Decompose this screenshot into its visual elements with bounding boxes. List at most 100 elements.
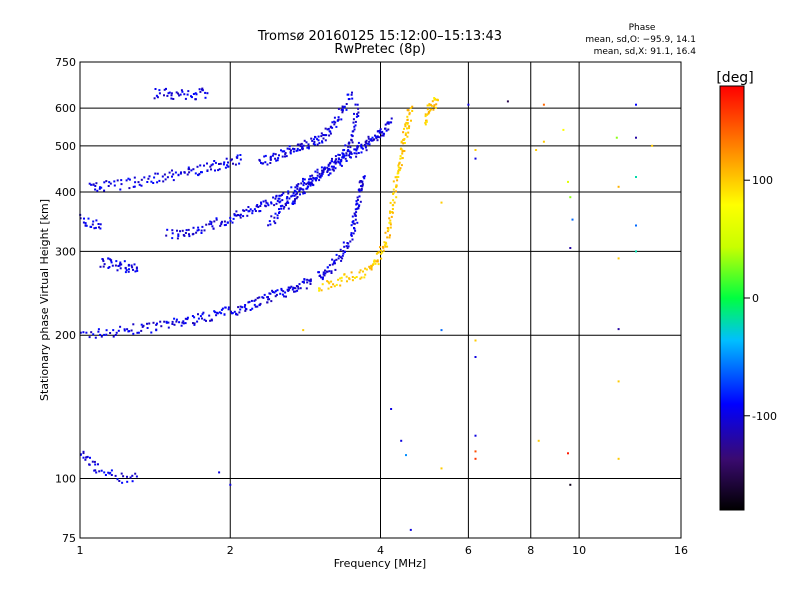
echo-point xyxy=(327,127,330,130)
echo-point xyxy=(136,331,139,334)
echo-point xyxy=(615,136,618,139)
echo-point xyxy=(326,280,329,283)
echo-point xyxy=(364,273,367,276)
echo-point xyxy=(279,205,282,208)
echo-point xyxy=(424,123,427,126)
echo-point xyxy=(408,113,411,116)
echo-point xyxy=(316,168,319,171)
echo-point xyxy=(357,115,360,117)
echo-point xyxy=(287,192,290,195)
echo-point xyxy=(392,191,395,194)
echo-point xyxy=(378,131,381,134)
echo-point xyxy=(227,165,230,168)
echo-point xyxy=(322,170,325,173)
echo-point xyxy=(285,197,288,200)
echo-point xyxy=(108,181,111,184)
echo-point xyxy=(339,162,342,165)
echo-point xyxy=(359,144,362,147)
echo-point xyxy=(171,323,174,325)
echo-point xyxy=(535,149,538,151)
echo-point xyxy=(397,171,400,174)
echo-point xyxy=(317,271,320,274)
echo-point xyxy=(191,96,193,99)
echo-point xyxy=(403,138,406,140)
echo-point xyxy=(188,233,190,236)
echo-point xyxy=(371,136,374,139)
echo-point xyxy=(351,97,354,100)
echo-point xyxy=(424,113,427,116)
echo-point xyxy=(167,326,170,329)
echo-point xyxy=(177,235,180,237)
echo-point xyxy=(167,321,170,324)
echo-point xyxy=(156,96,159,99)
echo-point xyxy=(82,331,85,334)
echo-point xyxy=(124,266,127,269)
echo-point xyxy=(357,107,360,110)
echo-point xyxy=(348,141,351,144)
echo-point xyxy=(354,124,357,127)
echo-point xyxy=(351,276,354,278)
echo-point xyxy=(201,87,204,90)
echo-point xyxy=(345,103,348,105)
echo-point xyxy=(141,325,144,328)
echo-point xyxy=(316,171,319,174)
echo-point xyxy=(353,227,355,229)
echo-point xyxy=(376,259,379,262)
echo-point xyxy=(542,140,545,143)
echo-point xyxy=(312,138,315,141)
echo-point xyxy=(99,265,102,268)
echo-point xyxy=(156,322,158,325)
echo-point xyxy=(427,112,430,115)
echo-point xyxy=(392,193,395,195)
echo-point xyxy=(108,266,111,268)
echo-point xyxy=(109,182,112,185)
echo-point xyxy=(380,131,383,134)
echo-point xyxy=(111,264,114,267)
echo-point xyxy=(225,157,228,160)
echo-point xyxy=(617,457,620,460)
echo-point xyxy=(103,471,106,474)
echo-point xyxy=(403,127,405,130)
echo-point xyxy=(357,141,360,144)
echo-point xyxy=(209,319,212,322)
echo-point xyxy=(322,137,325,140)
echo-point xyxy=(360,146,363,149)
echo-point xyxy=(146,322,148,325)
echo-point xyxy=(301,147,304,150)
echo-point xyxy=(306,278,309,281)
echo-point xyxy=(319,274,322,277)
echo-point xyxy=(112,329,115,332)
echo-point xyxy=(348,278,351,281)
echo-point xyxy=(329,130,332,133)
echo-point xyxy=(206,92,209,95)
echo-point xyxy=(430,108,432,111)
echo-point xyxy=(180,171,182,174)
echo-point xyxy=(337,153,340,156)
echo-point xyxy=(271,289,274,292)
echo-point xyxy=(133,263,136,266)
echo-point xyxy=(331,121,334,124)
echo-point xyxy=(405,454,407,457)
echo-point xyxy=(368,140,371,143)
echo-point xyxy=(440,201,443,204)
echo-point xyxy=(233,214,236,217)
echo-point xyxy=(274,290,277,293)
echo-point xyxy=(238,214,241,217)
echo-point xyxy=(205,223,208,226)
echo-point xyxy=(404,132,407,135)
echo-point xyxy=(133,176,136,179)
echo-point xyxy=(131,480,134,483)
echo-point xyxy=(396,179,399,182)
stats-line-o: mean, sd,O: −95.9, 14.1 xyxy=(585,35,696,45)
echo-point xyxy=(247,301,250,304)
echo-point xyxy=(254,298,257,301)
echo-point xyxy=(296,144,299,146)
echo-point xyxy=(335,158,338,161)
echo-point xyxy=(231,221,234,224)
echo-point xyxy=(301,180,304,183)
echo-point xyxy=(295,149,298,152)
echo-point xyxy=(167,92,170,95)
echo-point xyxy=(355,211,358,214)
echo-point xyxy=(110,261,113,264)
echo-point xyxy=(307,185,309,188)
